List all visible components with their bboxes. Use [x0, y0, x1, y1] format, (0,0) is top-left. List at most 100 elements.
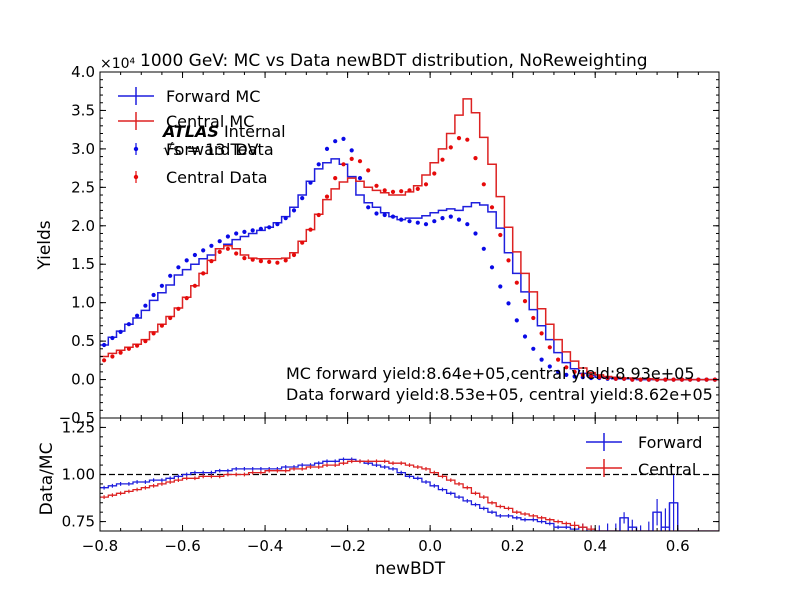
- series-central-data-point: [159, 323, 164, 328]
- series-central-data-point: [506, 258, 511, 263]
- series-central-data-point: [324, 194, 330, 199]
- main-ytick-label: 3.5: [71, 101, 95, 119]
- series-forward-data-point: [184, 258, 189, 263]
- main-ytick-label: 2.5: [71, 178, 95, 196]
- series-forward-data-point: [349, 148, 354, 153]
- series-forward-data-point: [440, 216, 445, 221]
- series-forward-data-point: [498, 284, 503, 289]
- series-central-data-point: [531, 315, 536, 321]
- series-central-data-point: [126, 346, 131, 351]
- series-central-data-point: [151, 331, 156, 336]
- series-central-data-point: [589, 374, 594, 379]
- ratio-series-central-line: [100, 460, 719, 531]
- series-forward-data-point: [151, 292, 156, 298]
- series-forward-data-point: [415, 220, 420, 225]
- series-central-data-point: [349, 156, 354, 161]
- main-ytick-label: 3.0: [71, 140, 95, 158]
- series-forward-data-point: [506, 301, 511, 306]
- series-central-data-point: [539, 331, 544, 336]
- main-ytick-label: −0.5: [59, 409, 95, 427]
- series-central-data-point: [547, 345, 552, 350]
- series-central-data-point: [671, 377, 676, 382]
- series-forward-data-point: [143, 303, 148, 308]
- series-central-data-point: [209, 259, 214, 264]
- ratio-series-forward-line: [100, 458, 719, 531]
- series-central-data-point: [646, 377, 651, 382]
- series-forward-data-point: [217, 239, 222, 244]
- series-central-data-point: [622, 376, 627, 381]
- series-central-data-point: [465, 137, 470, 142]
- series-forward-data-point: [473, 231, 478, 236]
- series-forward-data-point: [275, 222, 280, 227]
- ratio-xtick-label: 0.4: [583, 537, 607, 555]
- series-central-data-point: [267, 259, 272, 264]
- series-forward-data-point: [225, 234, 230, 239]
- series-central-data-point: [201, 271, 206, 276]
- series-central-data-point: [341, 162, 346, 167]
- annotation-data-yield: Data forward yield:8.53e+05, central yie…: [286, 385, 713, 404]
- series-central-data-point: [498, 232, 503, 238]
- series-forward-data-point: [556, 369, 561, 374]
- ratio-xtick-label: 0.2: [501, 537, 525, 555]
- series-central-data-point: [638, 377, 643, 382]
- series-central-data-point: [118, 350, 123, 355]
- series-forward-data-point: [489, 265, 495, 270]
- legend-label-central-data: Central Data: [166, 168, 268, 187]
- series-forward-data-point: [291, 208, 297, 213]
- series-central-data-point: [242, 256, 247, 261]
- series-central-data-point: [357, 159, 363, 164]
- legend-entry-forward-data: Forward Data: [133, 140, 274, 159]
- ratio-legend: Forward Central: [586, 433, 702, 479]
- series-central-data-point: [300, 240, 305, 245]
- chart-title: 1000 GeV: MC vs Data newBDT distribution…: [140, 51, 648, 71]
- series-forward-data-point: [432, 219, 437, 224]
- ratio-xtick-label: 0.0: [418, 537, 442, 555]
- main-ytick-label: 0.0: [71, 371, 95, 389]
- series-forward-data-point: [456, 217, 462, 222]
- series-central-data-point: [432, 171, 437, 176]
- ratio-xtick-label: −0.4: [247, 537, 283, 555]
- x-axis-label: newBDT: [375, 559, 446, 579]
- series-central-data-point: [176, 306, 181, 311]
- main-ytick-label: 4.0: [71, 63, 95, 81]
- series-central-data-point: [605, 375, 610, 381]
- series-forward-data-point: [366, 205, 371, 210]
- series-central-data-point: [333, 176, 338, 181]
- series-central-data-point: [440, 157, 445, 162]
- series-forward-data-point: [126, 322, 131, 327]
- series-central-data-point: [564, 365, 569, 370]
- series-central-data-point: [110, 354, 115, 359]
- series-central-data-point: [291, 252, 297, 258]
- main-panel: −0.5 0.0 0.5 1.0 1.5 2.0 2.5 3.0 3.5 4.0 Yields F…: [35, 63, 720, 427]
- ratio-y-axis-label: Data/MC: [37, 443, 57, 516]
- series-forward-data-point: [374, 211, 379, 216]
- legend-label-central: Central: [638, 460, 696, 479]
- series-forward-data-point: [564, 372, 569, 377]
- series-central-data-point: [704, 377, 709, 382]
- series-central-data-point: [663, 377, 668, 382]
- ratio-ytick-label: 1.00: [62, 466, 95, 484]
- ratio-panel: 0.75 1.00 1.25 −0.8 −0.6 −0.4 −0.2 0.0 0.2 0.4 0.…: [37, 417, 720, 579]
- series-forward-data-point: [283, 216, 288, 221]
- series-forward-data-point: [547, 364, 552, 369]
- series-forward-data-point: [201, 248, 206, 253]
- series-forward-data-point: [399, 217, 404, 222]
- series-central-data-point: [597, 375, 602, 380]
- ratio-xtick-label: −0.2: [329, 537, 365, 555]
- series-central-data-point: [382, 188, 387, 193]
- main-ytick-label: 0.5: [71, 332, 95, 350]
- legend-entry-central-data: Central Data: [133, 168, 268, 187]
- series-central-data-point: [688, 377, 693, 382]
- series-forward-data-point: [209, 243, 214, 248]
- series-forward-data-point: [110, 335, 115, 341]
- series-central-data-point: [696, 377, 701, 382]
- series-forward-data-point: [390, 214, 396, 219]
- series-central-data-point: [192, 283, 197, 288]
- series-forward-data-point: [481, 246, 486, 251]
- series-central-data-point: [415, 186, 420, 191]
- series-forward-data-point: [308, 180, 313, 185]
- series-forward-data-point: [382, 212, 387, 218]
- series-forward-data-point: [168, 273, 173, 278]
- series-central-data-point: [473, 156, 478, 161]
- series-central-data-point: [217, 249, 222, 254]
